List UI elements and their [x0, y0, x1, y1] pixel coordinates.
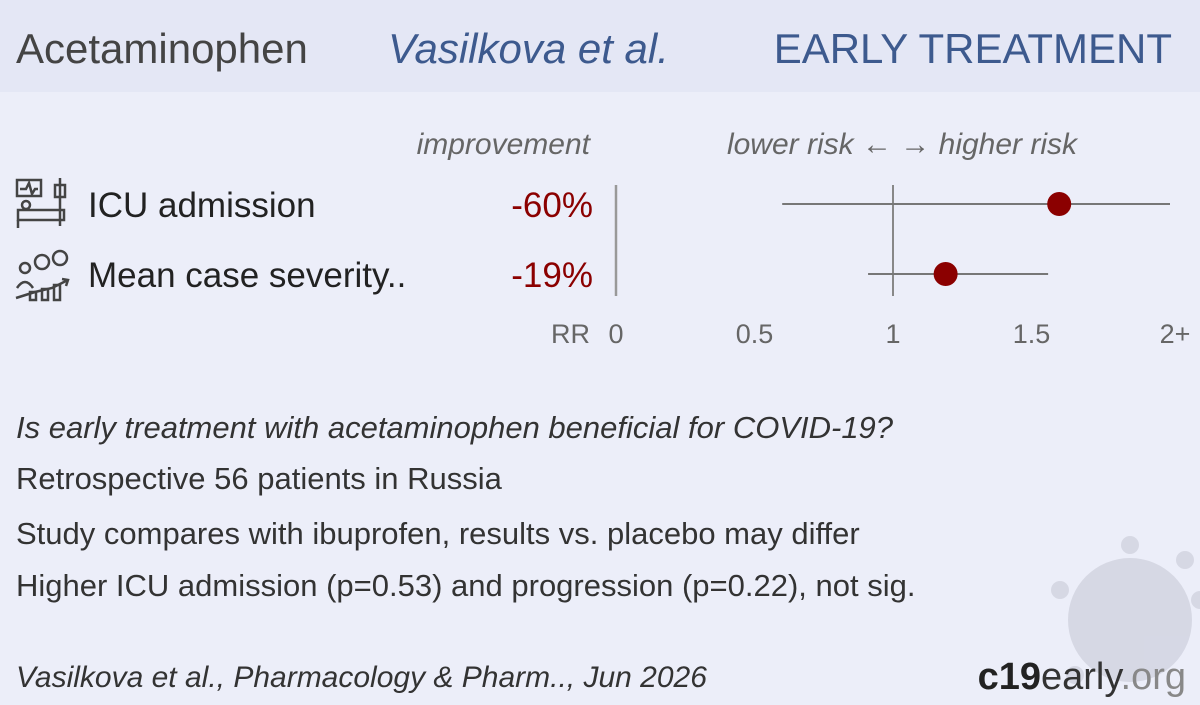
header-band	[0, 0, 1200, 92]
citation: Vasilkova et al., Pharmacology & Pharm..…	[16, 661, 707, 694]
row-label: Mean case severity..	[88, 256, 406, 295]
x-tick-label: 0	[608, 319, 623, 349]
x-tick-label: 1.5	[1013, 319, 1051, 349]
plot: 0 0.5 1 1.5 2+ ICU admission -60% Mean case sev…	[88, 185, 1190, 349]
icu-icon	[15, 178, 67, 228]
summary-line: Retrospective 56 patients in Russia	[16, 461, 503, 496]
improvement-label: -60%	[511, 186, 593, 225]
severity-icon	[15, 249, 70, 302]
x-tick-label: 2+	[1160, 319, 1191, 349]
x-tick-label: 0.5	[736, 319, 774, 349]
brand-part: c19	[978, 656, 1041, 698]
summary-line: Higher ICU admission (p=0.53) and progre…	[16, 568, 915, 603]
study-authors: Vasilkova et al.	[388, 25, 669, 72]
axis-label: RR	[551, 319, 590, 349]
row-label: ICU admission	[88, 186, 316, 225]
virus-decoration	[1051, 536, 1200, 684]
summary-line: Study compares with ibuprofen, results v…	[16, 516, 860, 551]
brand-part: .org	[1121, 656, 1186, 698]
point-estimate	[933, 262, 958, 286]
brand: c19early.org	[978, 656, 1186, 698]
x-tick-label: 1	[885, 319, 900, 349]
brand-part: early	[1041, 656, 1123, 698]
point-estimate	[1047, 192, 1072, 216]
improvement-header: improvement	[417, 128, 592, 161]
drug-title: Acetaminophen	[16, 25, 308, 72]
question: Is early treatment with acetaminophen be…	[16, 410, 894, 445]
improvement-label: -19%	[511, 256, 593, 295]
risk-header: lower risk ← → higher risk	[727, 128, 1079, 161]
treatment-stage: EARLY TREATMENT	[774, 25, 1172, 72]
